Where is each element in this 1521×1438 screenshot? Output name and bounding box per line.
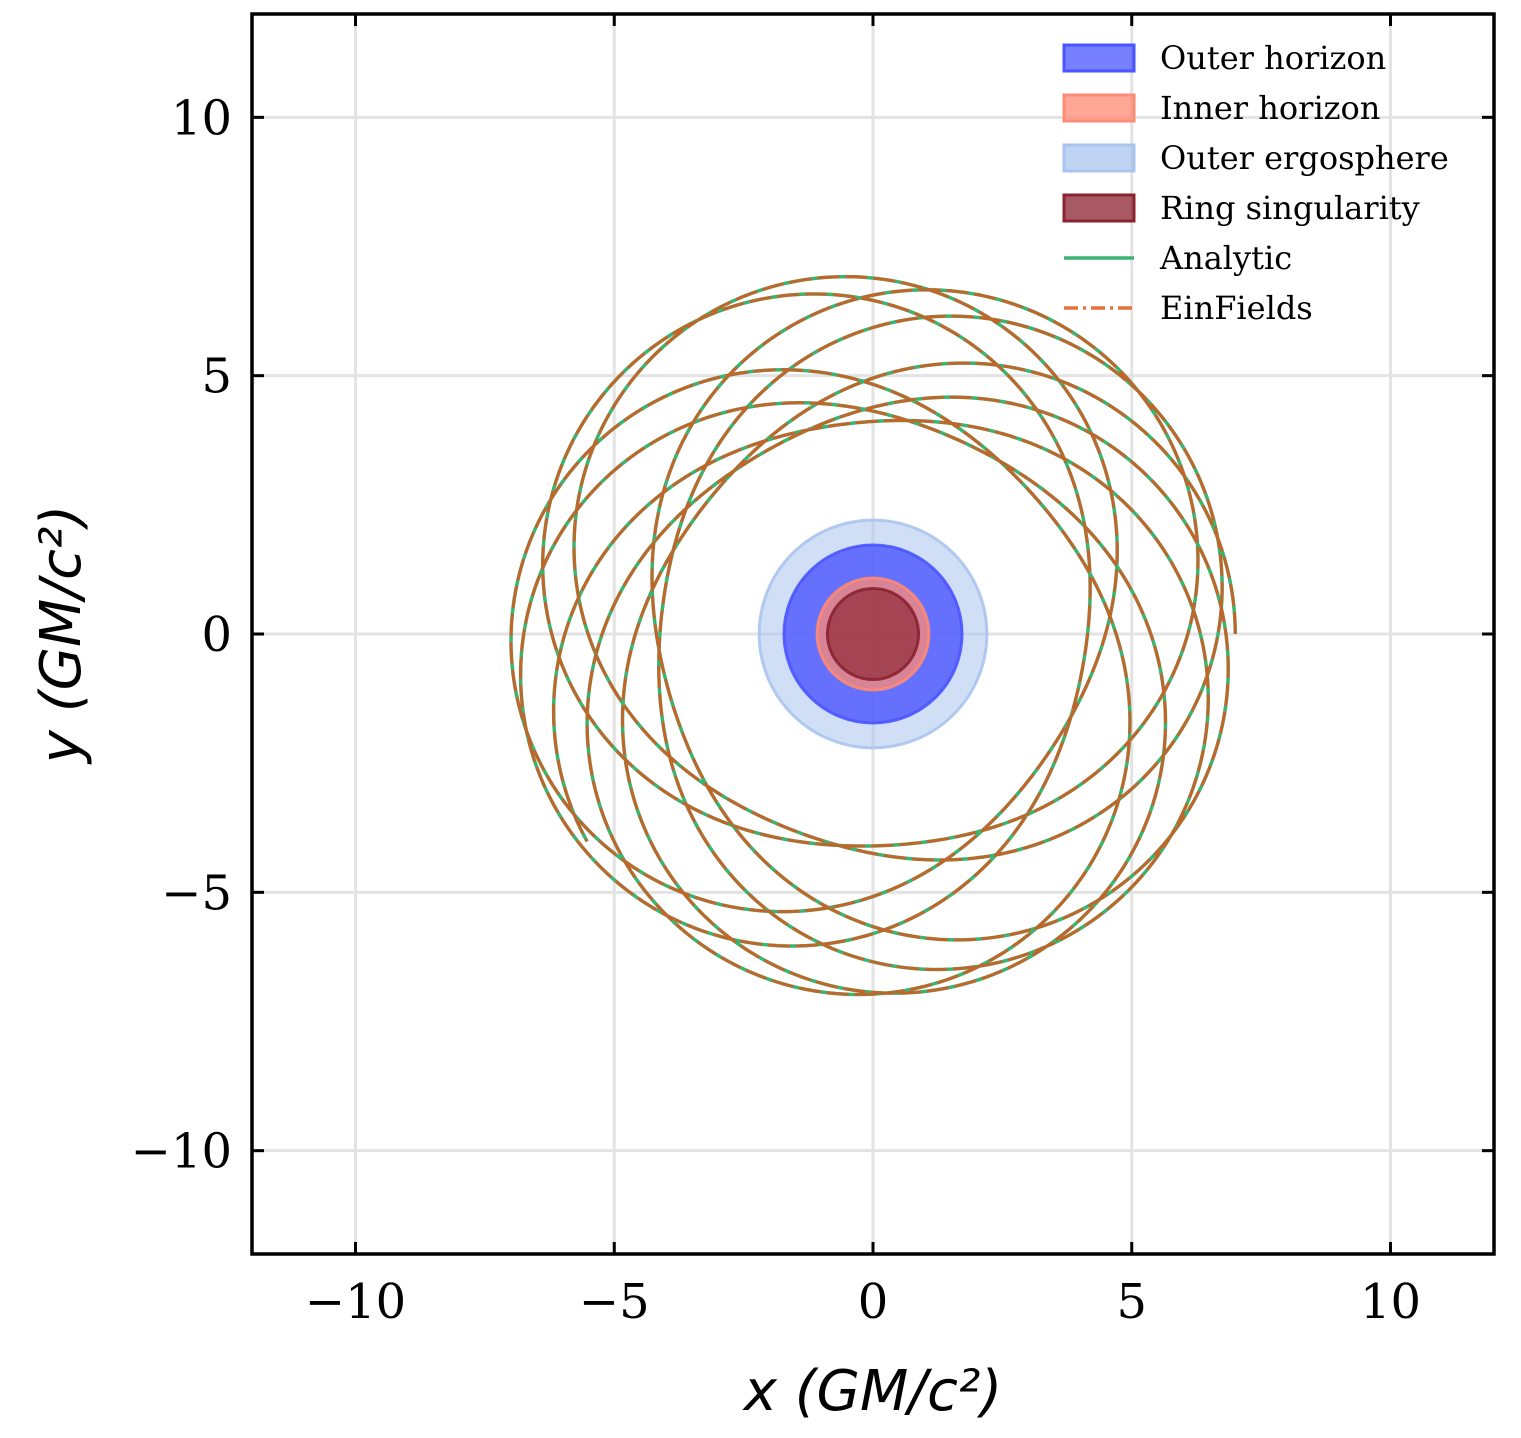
x-tick-label: 5 xyxy=(1116,1274,1147,1330)
x-tick-label: −5 xyxy=(579,1274,650,1330)
legend-swatch-outer-ergosphere xyxy=(1062,143,1136,173)
x-axis-label: x (GM/c²) xyxy=(742,1359,1002,1424)
x-tick-label: 0 xyxy=(858,1274,889,1330)
y-tick-label: 5 xyxy=(201,349,232,405)
x-tick-label: 10 xyxy=(1360,1274,1421,1330)
legend: Outer horizon Inner horizon Outer ergosphe… xyxy=(1062,39,1449,327)
x-tick-label: −10 xyxy=(305,1274,406,1330)
legend-swatch-outer-horizon xyxy=(1062,43,1136,73)
tick-labels: −10 −5 0 5 10 −10 −5 0 5 10 xyxy=(131,90,1421,1330)
einfields-orbit-line xyxy=(509,275,1237,997)
y-axis-label: y (GM/c²) xyxy=(29,505,94,765)
legend-swatch-inner-horizon xyxy=(1062,93,1136,123)
legend-label-ring-singularity: Ring singularity xyxy=(1160,189,1420,227)
y-tick-label: −5 xyxy=(161,865,232,921)
legend-label-outer-horizon: Outer horizon xyxy=(1160,39,1386,77)
ring-singularity-region xyxy=(825,586,921,682)
legend-label-inner-horizon: Inner horizon xyxy=(1160,89,1380,127)
y-tick-label: 10 xyxy=(171,90,232,146)
legend-label-einfields: EinFields xyxy=(1160,289,1313,327)
black-hole-regions xyxy=(757,518,989,750)
legend-swatch-ring-singularity xyxy=(1062,193,1136,223)
y-tick-label: 0 xyxy=(201,607,232,663)
legend-label-outer-ergosphere: Outer ergosphere xyxy=(1160,139,1449,177)
legend-label-analytic: Analytic xyxy=(1159,239,1292,277)
y-tick-label: −10 xyxy=(131,1124,232,1180)
orbit-trajectory xyxy=(509,274,1237,997)
axis-ticks xyxy=(252,14,1494,1254)
